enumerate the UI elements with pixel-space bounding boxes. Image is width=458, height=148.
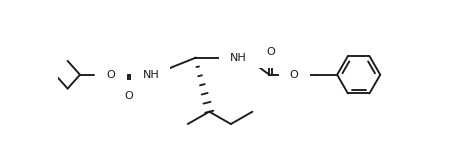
Text: O: O	[266, 47, 275, 57]
Text: NH: NH	[230, 53, 247, 63]
Text: O: O	[289, 70, 299, 80]
Text: O: O	[106, 70, 115, 80]
Text: O: O	[125, 91, 133, 101]
Text: NH: NH	[142, 70, 159, 80]
